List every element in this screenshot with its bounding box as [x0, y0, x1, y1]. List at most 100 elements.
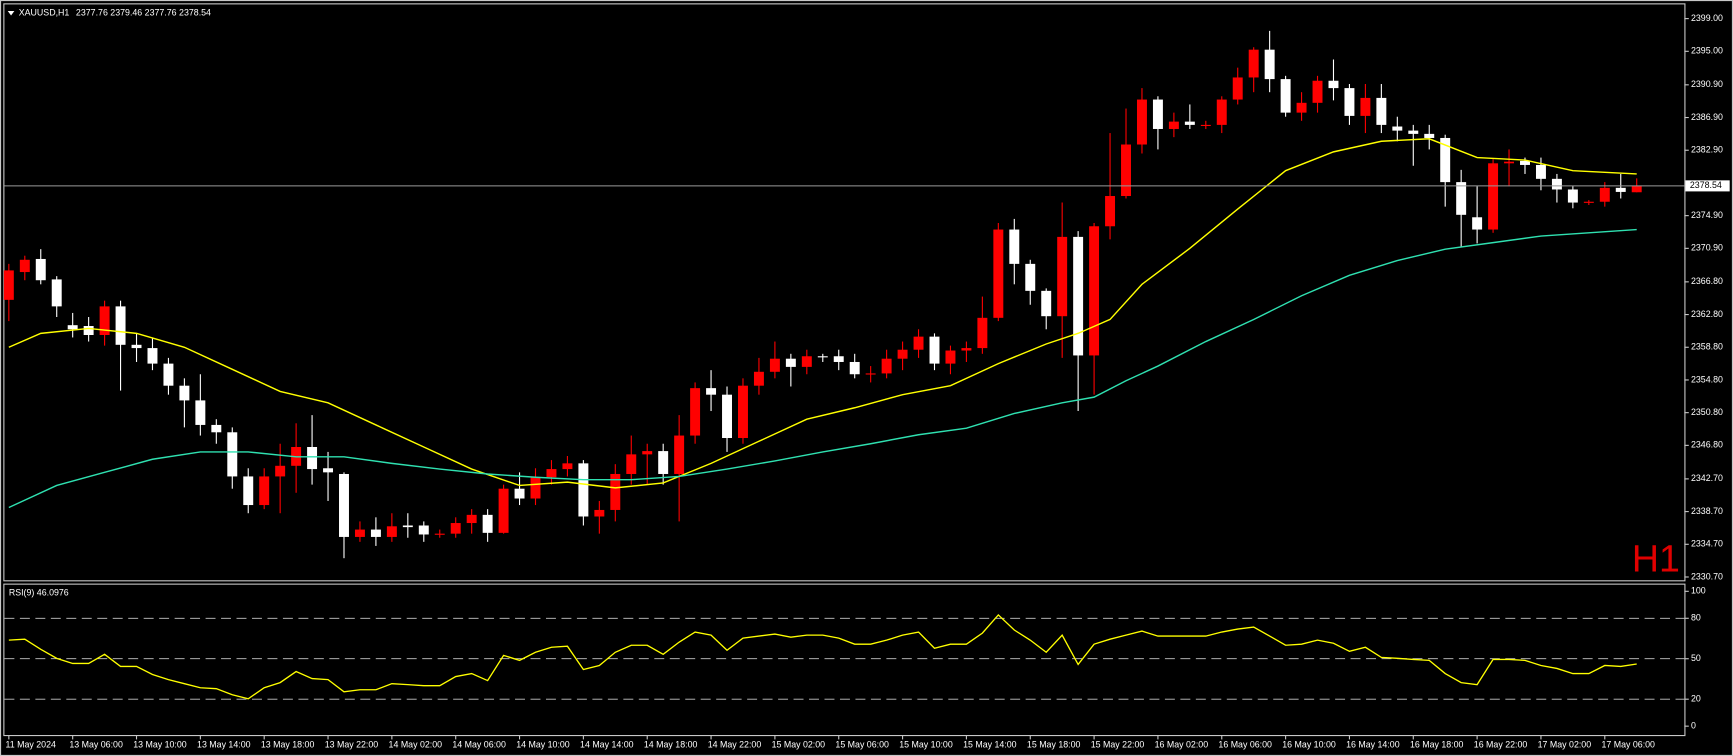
header-close: 2378.54 — [179, 8, 211, 18]
candle-body — [83, 326, 94, 335]
candle-body — [785, 358, 796, 367]
candle-body — [131, 344, 142, 349]
candle-body — [211, 424, 222, 433]
x-tick-label: 16 May 14:00 — [1346, 739, 1400, 749]
moving-average — [8, 228, 1637, 509]
y-tick-label: 2338.70 — [1691, 506, 1723, 516]
candle-body — [753, 371, 764, 386]
candle-body — [434, 533, 445, 535]
candle-body — [339, 473, 349, 537]
candle-body — [1472, 217, 1483, 230]
y-tick-label: 2374.90 — [1691, 210, 1723, 220]
candle-body — [562, 463, 573, 470]
x-tick-label: 14 May 02:00 — [389, 739, 443, 749]
candle-body — [1535, 164, 1546, 179]
candle-body — [1105, 196, 1116, 227]
symbol: XAUUSD,H1 — [19, 8, 70, 18]
x-tick-label: 16 May 22:00 — [1474, 739, 1528, 749]
menu-triangle[interactable] — [7, 11, 15, 16]
candle-body — [769, 358, 780, 372]
rsi-tick-label: 100 — [1691, 586, 1706, 596]
candle-body — [1376, 97, 1387, 125]
x-tick-label: 15 May 22:00 — [1091, 739, 1145, 749]
candle-body — [307, 447, 318, 470]
candle-body — [482, 514, 493, 533]
candle-body — [195, 400, 206, 425]
candle-body — [179, 385, 190, 401]
candle-body — [1631, 185, 1642, 193]
candle-body — [1312, 80, 1323, 103]
candle-body — [801, 356, 812, 367]
rsi-tick-label: 80 — [1691, 613, 1701, 623]
candle-body — [1152, 99, 1163, 129]
x-tick-label: 13 May 10:00 — [133, 739, 187, 749]
candle-body — [1567, 189, 1578, 203]
candle-body — [929, 336, 940, 364]
candle-body — [658, 451, 669, 474]
x-tick-label: 11 May 2024 — [6, 739, 56, 749]
header-open: 2377.76 — [76, 8, 108, 18]
header-low: 2377.76 — [145, 8, 177, 18]
period-watermark: H1 — [1632, 537, 1680, 579]
x-tick-label: 14 May 10:00 — [516, 739, 570, 749]
y-tick-label: 2390.90 — [1691, 79, 1723, 89]
candle-body — [706, 388, 717, 395]
y-tick-label: 2386.90 — [1691, 112, 1723, 122]
candle-body — [1248, 49, 1259, 78]
x-tick-label: 17 May 02:00 — [1538, 739, 1592, 749]
y-tick-label: 2382.90 — [1691, 145, 1723, 155]
current-price-label: 2378.54 — [1690, 180, 1722, 190]
candle-body — [1025, 263, 1036, 291]
candle-body — [1488, 163, 1499, 230]
candle-body — [466, 514, 477, 524]
candle-body — [402, 525, 413, 528]
x-tick-label: 13 May 22:00 — [325, 739, 379, 749]
rsi-last-value: 46.0976 — [37, 588, 69, 598]
candle-body — [259, 476, 270, 506]
x-tick-label: 17 May 06:00 — [1601, 739, 1655, 749]
candle-body — [690, 388, 701, 436]
candle-body — [1168, 121, 1179, 129]
rsi-label: RSI(9) — [9, 588, 35, 598]
candle-body — [833, 356, 844, 362]
candle-body — [1392, 126, 1403, 131]
candle-body — [849, 361, 860, 375]
y-tick-label: 2342.70 — [1691, 473, 1723, 483]
candle-body — [578, 463, 589, 517]
candle-body — [1136, 99, 1147, 145]
candle-body — [1424, 133, 1435, 138]
candle-body — [961, 348, 972, 351]
candle-body — [51, 279, 62, 307]
y-tick-label: 2399.00 — [1691, 13, 1723, 23]
candle-body — [610, 473, 621, 510]
candle-body — [1408, 130, 1419, 134]
x-tick-label: 15 May 06:00 — [835, 739, 889, 749]
candle-body — [514, 488, 525, 499]
x-tick-label: 15 May 02:00 — [772, 739, 826, 749]
candle-body — [722, 394, 732, 439]
rsi-line — [8, 613, 1637, 700]
candle-body — [913, 336, 924, 350]
candle-body — [354, 529, 365, 537]
candle-body — [674, 435, 685, 474]
candle-body — [67, 325, 78, 330]
candle-body — [897, 349, 908, 359]
candle-body — [115, 306, 126, 345]
y-tick-label: 2362.80 — [1691, 309, 1723, 319]
candle-body — [1057, 236, 1068, 317]
candle-body — [865, 373, 876, 375]
x-tick-label: 13 May 18:00 — [261, 739, 315, 749]
rsi-header: RSI(9) 46.0976 — [9, 588, 69, 598]
candle-body — [594, 509, 605, 517]
candle-body — [1121, 144, 1131, 197]
candle-body — [147, 348, 158, 364]
y-tick-label: 2358.80 — [1691, 342, 1723, 352]
candle-body — [945, 350, 956, 364]
candle-body — [1264, 49, 1275, 80]
header-high: 2379.46 — [110, 8, 142, 18]
y-tick-label: 2354.80 — [1691, 374, 1723, 384]
x-tick-label: 14 May 14:00 — [580, 739, 634, 749]
